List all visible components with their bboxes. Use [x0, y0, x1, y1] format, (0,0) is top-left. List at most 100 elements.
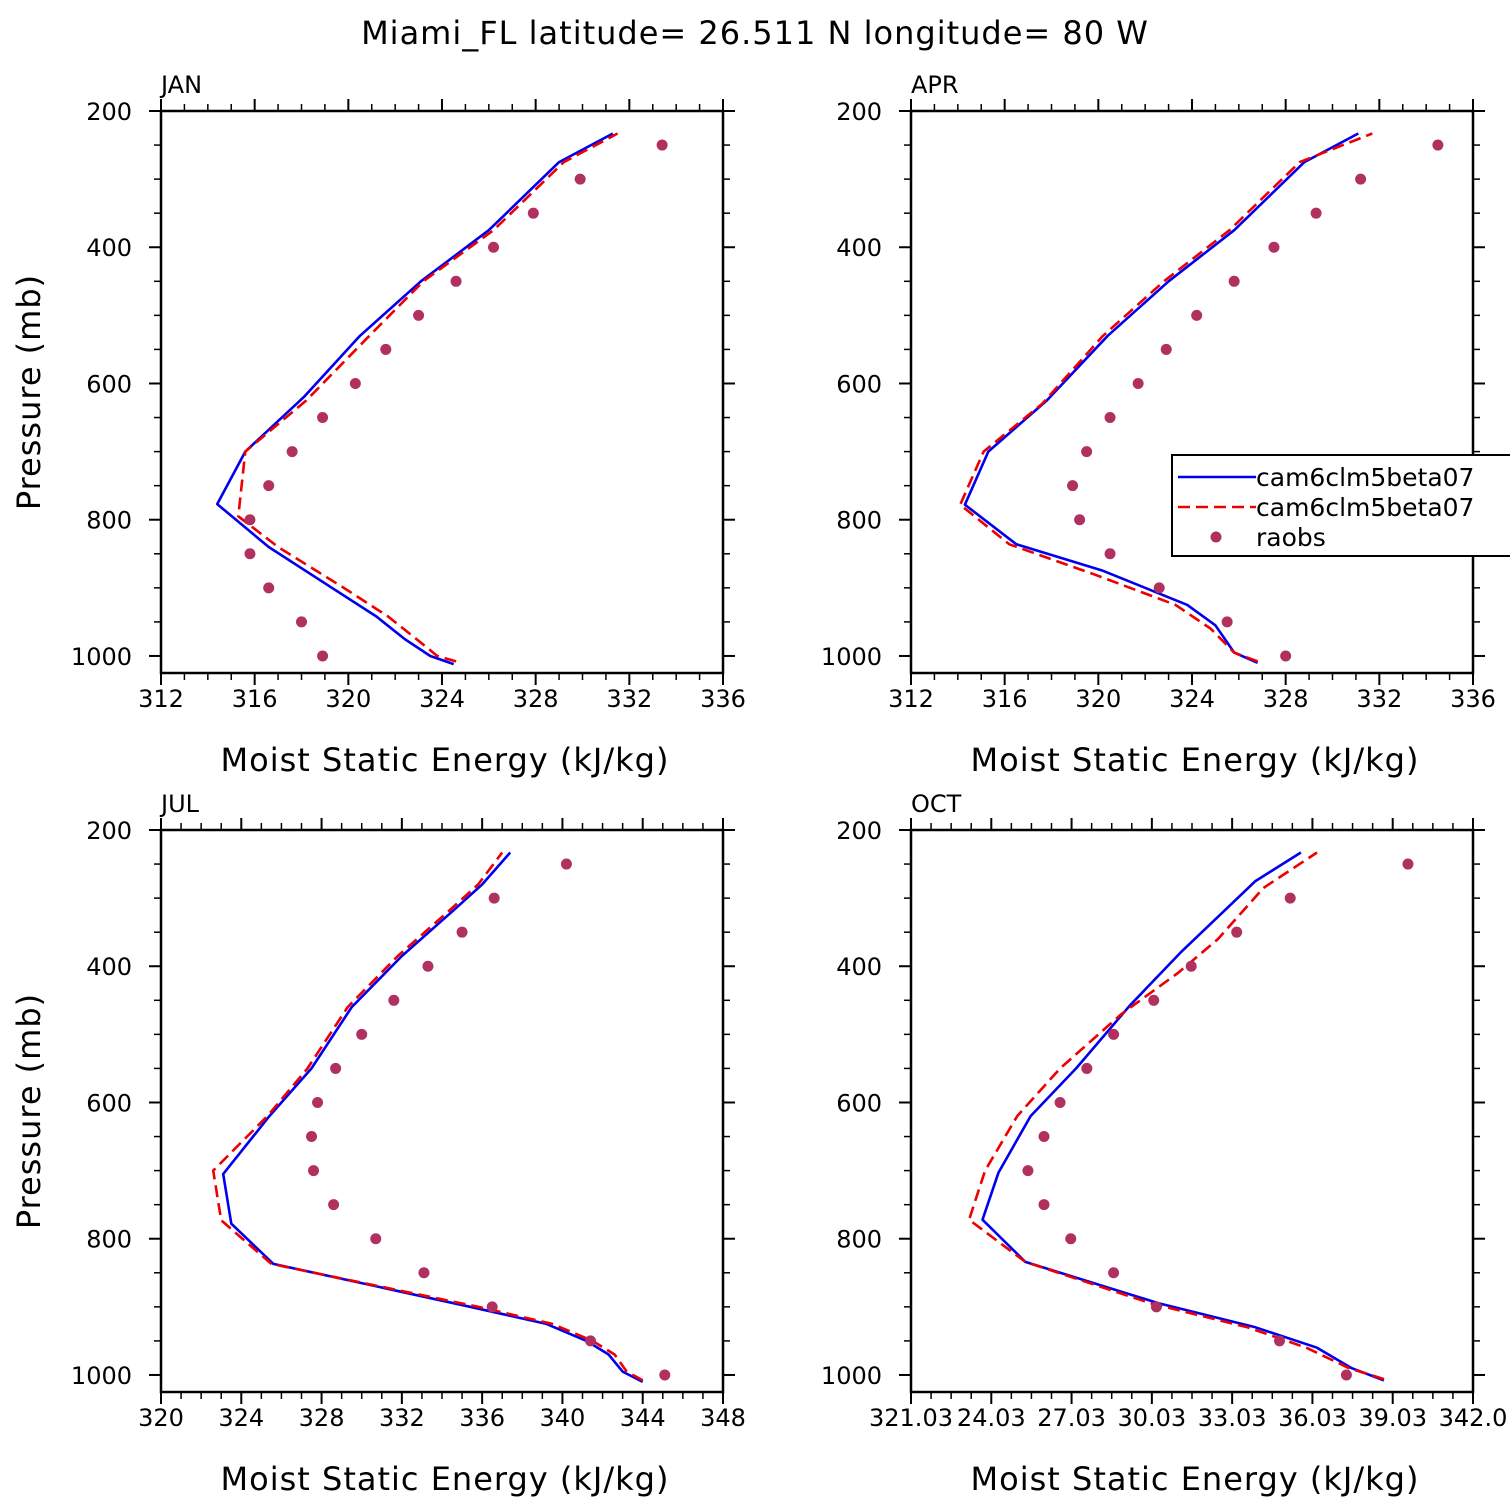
raobs-point [312, 1096, 324, 1108]
x-tick-label: 344 [620, 1404, 666, 1432]
raobs-point [388, 994, 400, 1006]
y-tick-label: 1000 [821, 1362, 882, 1390]
panels-group: 312 316 320 324 328 332 336 200 400 600 800 1000 JAN… [10, 71, 1507, 1498]
raobs-point [527, 207, 539, 219]
raobs-point [328, 1199, 340, 1211]
raobs-point [1081, 446, 1093, 458]
series-line-solid [981, 851, 1385, 1382]
x-tick-label: 332 [606, 685, 652, 713]
raobs-point [574, 173, 586, 185]
raobs-point [356, 1028, 368, 1040]
x-tick-label: 320 [325, 685, 371, 713]
raobs-point [1108, 1267, 1120, 1279]
raobs-point [1153, 582, 1165, 594]
x-tick-label: 328 [1263, 685, 1309, 713]
raobs-point [413, 309, 425, 321]
y-tick-label: 1000 [821, 643, 882, 671]
panel-title: OCT [911, 790, 962, 818]
series-line-dashed [958, 132, 1373, 663]
y-tick-label: 600 [86, 370, 132, 398]
y-tick-label: 600 [86, 1089, 132, 1117]
raobs-point [1228, 275, 1240, 287]
y-tick-label: 400 [836, 234, 882, 262]
raobs-point [585, 1335, 597, 1347]
raobs-point [1150, 1301, 1162, 1313]
x-tick-label: 336 [1450, 685, 1496, 713]
plot-frame [159, 109, 725, 675]
figure-title: Miami_FL latitude= 26.511 N longitude= 8… [361, 14, 1149, 52]
x-tick-label: 321.03 [869, 1404, 953, 1432]
y-tick-label: 800 [836, 507, 882, 535]
x-tick-label: 324 [419, 685, 465, 713]
raobs-point [1074, 514, 1086, 526]
x-tick-label: 36.03 [1278, 1404, 1347, 1432]
plot-frame [909, 109, 1475, 675]
x-tick-label: 332 [1356, 685, 1402, 713]
raobs-point [456, 926, 468, 938]
y-tick-label: 600 [836, 1089, 882, 1117]
series-line-solid [215, 132, 614, 666]
raobs-point [1081, 1062, 1093, 1074]
raobs-point [286, 446, 298, 458]
x-tick-label: 348 [700, 1404, 746, 1432]
y-tick-label: 1000 [71, 643, 132, 671]
raobs-point [1274, 1335, 1286, 1347]
y-axis-label: Pressure (mb) [10, 993, 48, 1229]
raobs-point [486, 1301, 498, 1313]
series-line-dashed [211, 851, 644, 1382]
y-tick-label: 1000 [71, 1362, 132, 1390]
raobs-point [1132, 377, 1144, 389]
raobs-point [1280, 650, 1292, 662]
raobs-point [1221, 616, 1233, 628]
y-tick-label: 200 [86, 817, 132, 845]
x-tick-label: 320 [138, 1404, 184, 1432]
y-tick-label: 400 [836, 953, 882, 981]
x-axis-label: Moist Static Energy (kJ/kg) [971, 1460, 1420, 1498]
series-group [211, 851, 671, 1383]
y-tick-label: 800 [86, 1226, 132, 1254]
legend-label: cam6clm5betа07 [1256, 493, 1474, 522]
x-tick-label: 39.03 [1358, 1404, 1427, 1432]
series-line-solid [963, 132, 1359, 664]
legend-label: raobs [1256, 523, 1326, 552]
panel-apr: 312 316 320 324 328 332 336 200 400 600 800 1000 APR… [821, 71, 1496, 779]
y-tick-label: 200 [86, 98, 132, 126]
x-tick-label: 27.03 [1037, 1404, 1106, 1432]
raobs-point [1268, 241, 1280, 253]
raobs-point [656, 139, 668, 151]
y-axis-label: Pressure (mb) [10, 274, 48, 510]
y-tick-label: 800 [86, 507, 132, 535]
raobs-point [317, 412, 329, 424]
panel-jan: 312 316 320 324 328 332 336 200 400 600 800 1000 JAN… [10, 71, 746, 779]
x-tick-label: 336 [700, 685, 746, 713]
raobs-point [1054, 1096, 1066, 1108]
raobs-point [1310, 207, 1322, 219]
x-tick-label: 324 [1169, 685, 1215, 713]
x-tick-label: 316 [982, 685, 1028, 713]
raobs-point [308, 1165, 320, 1177]
raobs-point [1191, 309, 1203, 321]
raobs-point [1108, 1028, 1120, 1040]
x-tick-label: 340 [540, 1404, 586, 1432]
x-axis-label: Moist Static Energy (kJ/kg) [971, 741, 1420, 779]
series-group [958, 132, 1444, 664]
y-tick-label: 600 [836, 370, 882, 398]
raobs-point [317, 650, 329, 662]
raobs-point [1160, 343, 1172, 355]
raobs-point [659, 1369, 671, 1381]
raobs-point [1104, 412, 1116, 424]
raobs-point [330, 1062, 342, 1074]
x-axis-label: Moist Static Energy (kJ/kg) [221, 741, 670, 779]
panel-title: APR [911, 71, 959, 99]
x-tick-label: 332 [379, 1404, 425, 1432]
x-tick-label: 33.03 [1198, 1404, 1267, 1432]
y-tick-label: 200 [836, 817, 882, 845]
raobs-point [1067, 480, 1079, 492]
x-tick-label: 336 [459, 1404, 505, 1432]
x-tick-label: 328 [513, 685, 559, 713]
raobs-point [488, 892, 500, 904]
series-group [967, 851, 1414, 1382]
x-tick-label: 328 [299, 1404, 345, 1432]
